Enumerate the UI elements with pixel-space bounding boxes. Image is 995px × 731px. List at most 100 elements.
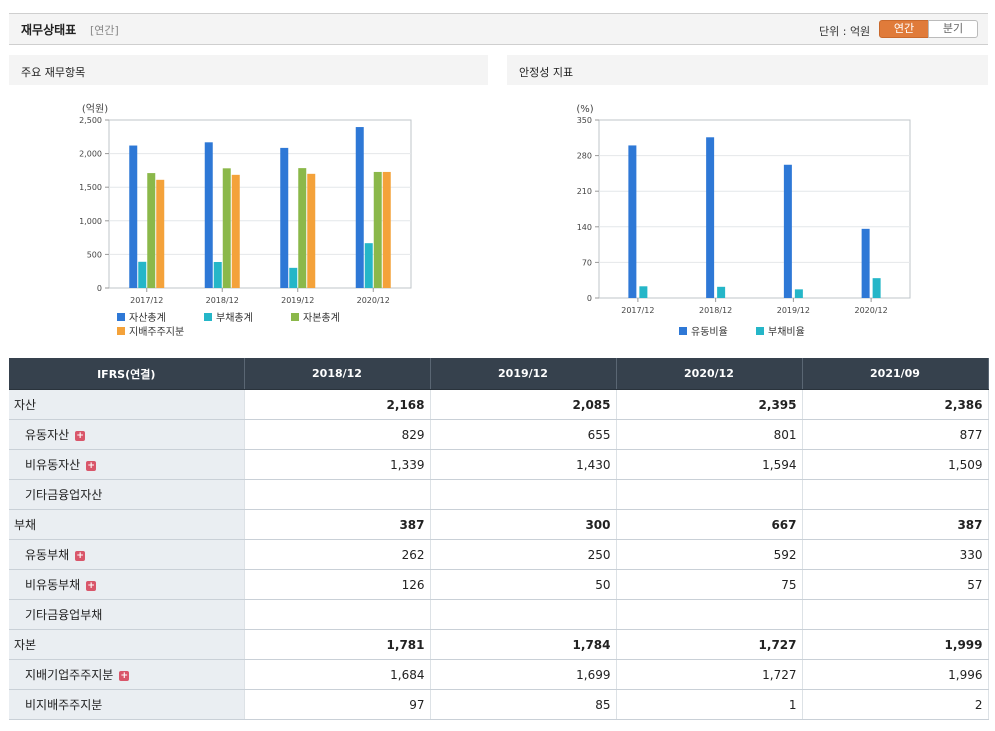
bar[interactable] xyxy=(280,147,289,288)
bar[interactable] xyxy=(717,286,726,298)
bar[interactable] xyxy=(373,171,382,288)
value-cell: 1,781 xyxy=(244,629,431,660)
bar[interactable] xyxy=(204,142,213,288)
x-tick-label: 2017/12 xyxy=(621,306,654,315)
value-cell xyxy=(616,599,803,630)
bar[interactable] xyxy=(156,179,165,288)
value-cell: 1,430 xyxy=(430,449,617,480)
table-row: 기타금융업자산 xyxy=(9,479,989,510)
value-cell: 85 xyxy=(430,689,617,720)
column-header: IFRS(연결) xyxy=(9,358,245,390)
bar[interactable] xyxy=(382,171,391,288)
row-label: 자본 xyxy=(14,638,37,652)
value-cell: 2,386 xyxy=(802,389,989,420)
legend-label: 자본총계 xyxy=(303,312,340,324)
value-cell: 387 xyxy=(802,509,989,540)
row-label-cell: 기타금융업부채 xyxy=(9,599,245,630)
y-tick-label: 1,000 xyxy=(79,217,102,226)
value-cell: 1 xyxy=(616,689,803,720)
row-label-cell: 자산 xyxy=(9,389,245,420)
legend-swatch xyxy=(291,313,299,321)
balance-sheet-table: IFRS(연결) 2018/12 2019/12 2020/12 2021/09… xyxy=(9,358,989,720)
value-cell xyxy=(244,599,431,630)
row-label: 부채 xyxy=(14,518,37,532)
y-tick-label: 1,500 xyxy=(79,183,102,192)
bar[interactable] xyxy=(794,289,803,298)
value-cell: 250 xyxy=(430,539,617,570)
column-header: 2021/09 xyxy=(802,358,989,390)
row-label: 기타금융업자산 xyxy=(25,488,103,502)
bar[interactable] xyxy=(138,261,147,288)
value-cell: 1,509 xyxy=(802,449,989,480)
annual-button[interactable]: 연간 xyxy=(879,20,929,38)
header-bar: 재무상태표 [연간] 단위 : 억원 연간 분기 xyxy=(9,13,988,45)
value-cell: 1,339 xyxy=(244,449,431,480)
row-label: 비유동부채 xyxy=(25,578,81,592)
panel-header: 안정성 지표 xyxy=(507,55,988,85)
row-label-cell: 지배기업주주지분 + xyxy=(9,659,245,690)
value-cell: 655 xyxy=(430,419,617,450)
bar[interactable] xyxy=(222,168,231,288)
expand-plus-icon[interactable]: + xyxy=(86,580,97,591)
column-header: 2019/12 xyxy=(430,358,617,390)
y-tick-label: 70 xyxy=(582,258,592,267)
y-tick-label: 0 xyxy=(97,284,102,293)
table-row: 유동자산 +829 655 801 877 xyxy=(9,419,989,450)
expand-plus-icon[interactable]: + xyxy=(86,460,97,471)
bar[interactable] xyxy=(628,145,637,298)
value-cell: 2 xyxy=(802,689,989,720)
financial-items-chart: 0 500 1,000 1,500 2,000 2,500(억원) 2017/12 2018/… xyxy=(79,103,412,338)
table-row: 부채 387 300 667 387 xyxy=(9,509,989,540)
x-tick-label: 2017/12 xyxy=(130,296,163,305)
value-cell: 1,699 xyxy=(430,659,617,690)
y-tick-label: 210 xyxy=(577,187,592,196)
value-cell xyxy=(430,479,617,510)
bar[interactable] xyxy=(307,173,316,288)
bar[interactable] xyxy=(364,243,373,288)
x-tick-label: 2020/12 xyxy=(855,306,888,315)
value-cell: 57 xyxy=(802,569,989,600)
x-tick-label: 2019/12 xyxy=(281,296,314,305)
y-tick-label: 280 xyxy=(577,152,592,161)
period-toggle: 연간 분기 xyxy=(879,20,978,38)
row-label-cell: 유동부채 + xyxy=(9,539,245,570)
expand-plus-icon[interactable]: + xyxy=(75,430,86,441)
row-label: 기타금융업부채 xyxy=(25,608,103,622)
legend-swatch xyxy=(117,327,125,335)
row-label-cell: 비유동자산 + xyxy=(9,449,245,480)
value-cell xyxy=(616,479,803,510)
bar[interactable] xyxy=(872,278,881,298)
legend-label: 자산총계 xyxy=(129,312,166,324)
bar[interactable] xyxy=(147,173,156,288)
value-cell: 50 xyxy=(430,569,617,600)
bar[interactable] xyxy=(129,145,138,288)
financial-items-panel: 주요 재무항목 0 500 1,000 1,500 2,000 2,500 (억원) 2017… xyxy=(9,55,488,355)
row-label: 비유동자산 xyxy=(25,458,81,472)
page-title: 재무상태표 xyxy=(21,23,77,37)
panel-title: 주요 재무항목 xyxy=(21,66,86,79)
bar[interactable] xyxy=(861,228,870,298)
row-label-cell: 비유동부채 + xyxy=(9,569,245,600)
value-cell: 97 xyxy=(244,689,431,720)
bar[interactable] xyxy=(213,261,222,288)
bar[interactable] xyxy=(298,168,307,288)
bar[interactable] xyxy=(639,286,648,298)
legend-label: 지배주주지분 xyxy=(129,326,184,338)
legend-swatch xyxy=(117,313,125,321)
x-tick-label: 2018/12 xyxy=(206,296,239,305)
bar[interactable] xyxy=(231,174,240,288)
legend-swatch xyxy=(756,327,764,335)
table-row: 비유동자산 +1,339 1,430 1,594 1,509 xyxy=(9,449,989,480)
expand-plus-icon[interactable]: + xyxy=(119,670,130,681)
value-cell: 387 xyxy=(244,509,431,540)
value-cell: 829 xyxy=(244,419,431,450)
quarter-button[interactable]: 분기 xyxy=(928,20,978,38)
bar[interactable] xyxy=(706,137,715,298)
bar[interactable] xyxy=(783,164,792,298)
bar[interactable] xyxy=(289,267,298,288)
expand-plus-icon[interactable]: + xyxy=(75,550,86,561)
column-header: 2018/12 xyxy=(244,358,431,390)
value-cell: 330 xyxy=(802,539,989,570)
row-label-cell: 자본 xyxy=(9,629,245,660)
bar[interactable] xyxy=(355,127,364,288)
